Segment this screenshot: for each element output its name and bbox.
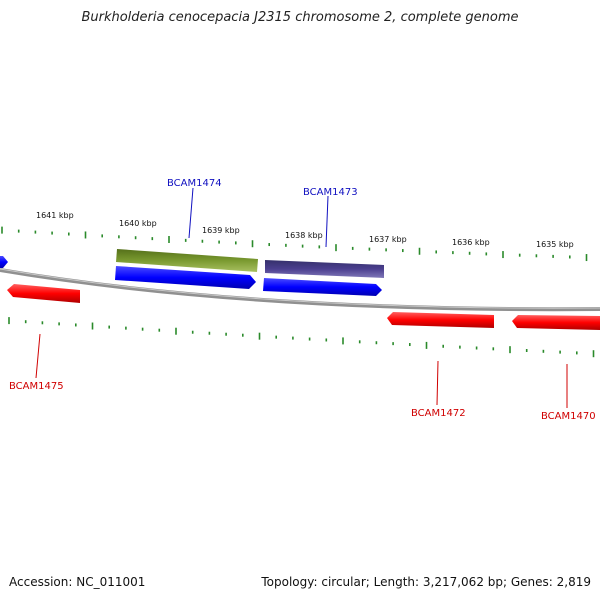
feature-bar-purple [265, 260, 384, 278]
cds-arrow-forward[interactable] [263, 278, 382, 296]
cds-arrow-reverse[interactable] [387, 312, 494, 328]
leader-line-reverse [436, 360, 439, 406]
ruler-label: 1637 kbp [369, 235, 407, 244]
feature-bar-olive [116, 249, 258, 272]
ruler-label: 1639 kbp [202, 226, 240, 235]
leader-line-reverse [35, 333, 41, 379]
gene-label-bcam1473[interactable]: BCAM1473 [303, 187, 358, 198]
accession-text: Accession: NC_011001 [9, 575, 146, 589]
cds-arrow-forward[interactable] [0, 256, 8, 268]
ruler-ticks-inner [8, 317, 595, 358]
topology-text: Topology: circular; Length: 3,217,062 bp… [261, 575, 591, 589]
ruler-ticks-outer [1, 226, 588, 262]
ruler-label: 1636 kbp [452, 238, 490, 247]
ruler-label: 1635 kbp [536, 240, 574, 249]
gene-label-bcam1472[interactable]: BCAM1472 [411, 408, 466, 419]
cds-arrow-reverse[interactable] [7, 284, 80, 303]
leader-line-forward [325, 195, 329, 248]
genome-backbone [0, 268, 600, 312]
map-title: Burkholderia cenocepacia J2315 chromosom… [81, 10, 519, 25]
gene-label-bcam1474[interactable]: BCAM1474 [167, 178, 222, 189]
gene-label-bcam1475[interactable]: BCAM1475 [9, 381, 64, 392]
ruler-label: 1640 kbp [119, 219, 157, 228]
genome-backbone-highlight [0, 268, 600, 309]
ruler-label: 1638 kbp [285, 231, 323, 240]
cds-arrow-forward[interactable] [115, 266, 256, 289]
cds-arrow-reverse[interactable] [512, 315, 600, 330]
leader-line-forward [188, 187, 194, 239]
gene-label-bcam1470[interactable]: BCAM1470 [541, 411, 596, 422]
ruler-label: 1641 kbp [36, 211, 74, 220]
